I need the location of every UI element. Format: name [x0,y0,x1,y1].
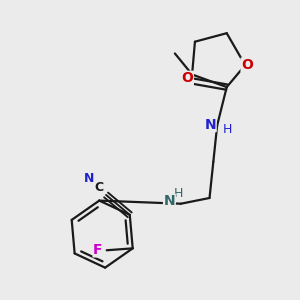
Text: N: N [205,118,216,132]
Text: C: C [94,181,104,194]
Text: O: O [182,71,193,85]
Text: F: F [93,243,102,257]
Text: N: N [84,172,94,185]
Text: H: H [223,123,232,136]
Text: H: H [174,187,184,200]
Text: N: N [164,194,175,208]
Text: O: O [241,58,253,72]
